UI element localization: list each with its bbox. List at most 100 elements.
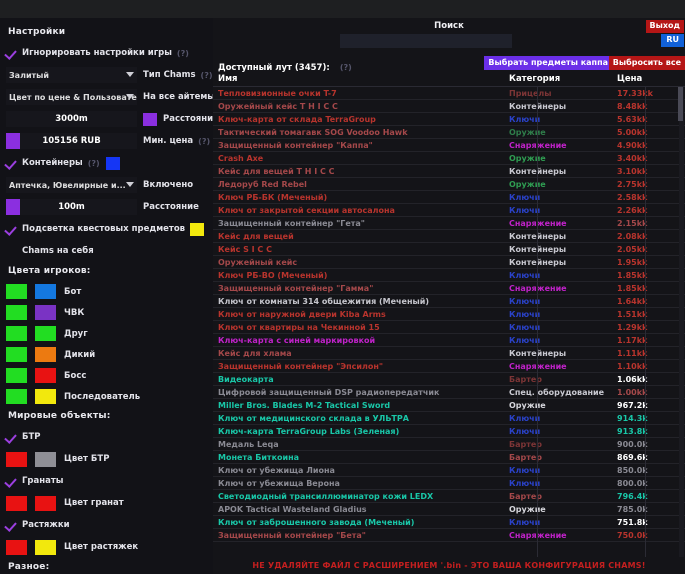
drop-all-button[interactable]: Выбросить все xyxy=(608,56,685,70)
checkbox-icon[interactable] xyxy=(6,520,17,531)
item-distance-slider[interactable]: 3000m xyxy=(6,111,137,127)
table-row[interactable]: Видеокарта Бартер 1.06kk xyxy=(213,373,685,386)
table-row[interactable]: Цифровой защищенный DSP радиопередатчик С… xyxy=(213,386,685,399)
world-object-btr-color[interactable]: Цвет БТР xyxy=(6,449,207,469)
table-row[interactable]: Ключ от комнаты 314 общежития (Меченый) К… xyxy=(213,295,685,308)
column-header-price[interactable]: Цена xyxy=(617,74,643,84)
table-row[interactable]: Защищенный контейнер "Гамма" Снаряжение1.… xyxy=(213,282,685,295)
help-icon[interactable]: (?) xyxy=(339,63,352,72)
color-swatch-secondary[interactable] xyxy=(35,368,56,383)
world-object-grenades-color[interactable]: Цвет гранат xyxy=(6,493,207,513)
player-color-row[interactable]: Друг xyxy=(6,324,207,343)
color-swatch-primary[interactable] xyxy=(6,347,27,362)
table-row[interactable]: Монета Биткоина Бартер 869.6k xyxy=(213,451,685,464)
setting-container-distance[interactable]: 100m Расстояние xyxy=(6,197,207,217)
color-swatch-secondary[interactable] xyxy=(35,495,56,511)
color-swatch[interactable] xyxy=(105,156,120,170)
select-kappa-items-button[interactable]: Выбрать предметы каппа xyxy=(484,56,612,70)
column-header-name[interactable]: Имя xyxy=(218,74,238,84)
color-mode-dropdown[interactable]: Цвет по цене & Пользователи xyxy=(6,89,137,105)
setting-ignore-game-settings[interactable]: Игнорировать настройки игры (?) xyxy=(6,43,207,63)
table-row[interactable]: Ключ РБ-ВО (Меченый) Ключи 1.85kk xyxy=(213,269,685,282)
scrollbar-thumb[interactable] xyxy=(678,87,683,121)
color-swatch-secondary[interactable] xyxy=(35,305,56,320)
table-row[interactable]: Ключ от наружной двери Kiba Arms Ключи 1.5… xyxy=(213,308,685,321)
color-swatch-primary[interactable] xyxy=(6,326,27,341)
table-row[interactable]: Ключ от квартиры на Чекинной 15 Ключи 1.29… xyxy=(213,321,685,334)
color-swatch-primary[interactable] xyxy=(6,368,27,383)
table-row[interactable]: Ключ от закрытой секции автосалона Ключи 2… xyxy=(213,204,685,217)
world-object-tripwires-color[interactable]: Цвет растяжек xyxy=(6,537,207,557)
color-swatch-secondary[interactable] xyxy=(35,284,56,299)
table-row[interactable]: Защищенный контейнер "Гета" Снаряжение2.1… xyxy=(213,217,685,230)
help-icon[interactable]: (?) xyxy=(87,158,100,168)
table-row[interactable]: Ключ от медицинского склада в УЛЬТРА Ключ… xyxy=(213,412,685,425)
checkbox-icon[interactable] xyxy=(6,224,17,235)
setting-chams-self[interactable]: Chams на себя xyxy=(6,241,207,261)
chams-type-dropdown[interactable]: Залитый xyxy=(6,67,137,83)
color-swatch-secondary[interactable] xyxy=(35,451,56,467)
color-swatch-primary[interactable] xyxy=(6,284,27,299)
loot-table-body[interactable]: Тепловизионные очки T-7 Прицелы 17.33kk Ору… xyxy=(213,87,685,557)
color-swatch-primary[interactable] xyxy=(6,389,27,404)
world-object-btr-toggle[interactable]: БТР xyxy=(6,427,207,447)
table-row[interactable]: Оружейный кейс Т Н I C C Контейнеры8.48kk xyxy=(213,100,685,113)
checkbox-icon[interactable] xyxy=(6,476,17,487)
table-row[interactable]: APOK Tactical Wasteland Gladius Оружие 785… xyxy=(213,503,685,516)
checkbox-icon[interactable] xyxy=(6,158,17,169)
color-swatch[interactable] xyxy=(190,222,205,236)
table-row[interactable]: Кейс S I C C Контейнеры2.05kk xyxy=(213,243,685,256)
table-scrollbar[interactable] xyxy=(678,87,684,557)
setting-color-mode[interactable]: Цвет по цене & Пользователи На все айтем… xyxy=(6,87,215,107)
color-swatch-secondary[interactable] xyxy=(35,389,56,404)
color-swatch-secondary[interactable] xyxy=(35,347,56,362)
table-row[interactable]: Ключ-карта от склада TerraGroup Ключи 5.63… xyxy=(213,113,685,126)
table-row[interactable]: Тактический томагавк SOG Voodoo Hawk Оруж… xyxy=(213,126,685,139)
table-row[interactable]: Ледоруб Red Rebel Оружие 2.75kk xyxy=(213,178,685,191)
setting-chams-type[interactable]: Залитый Тип Chams (?) xyxy=(6,65,212,85)
checkbox-icon[interactable] xyxy=(6,48,17,59)
color-swatch[interactable] xyxy=(143,112,157,126)
table-row[interactable]: Оружейный кейс Контейнеры1.95kk xyxy=(213,256,685,269)
color-swatch-primary[interactable] xyxy=(6,495,27,511)
player-color-row[interactable]: Бот xyxy=(6,282,207,301)
setting-item-distance[interactable]: 3000m Расстояние xyxy=(6,109,219,129)
player-color-row[interactable]: Последователь xyxy=(6,387,207,406)
table-row[interactable]: Медаль Leqa Бартер 900.0k xyxy=(213,438,685,451)
setting-container-filter[interactable]: Аптечка, Ювелирные и... Включено xyxy=(6,175,207,195)
color-swatch-secondary[interactable] xyxy=(35,539,56,555)
table-row[interactable]: Ключ от убежища Верона Ключи 800.0k xyxy=(213,477,685,490)
setting-min-price[interactable]: 105156 RUB Мин. цена (?) xyxy=(6,131,211,151)
language-button[interactable]: RU xyxy=(661,34,684,47)
player-color-row[interactable]: ЧВК xyxy=(6,303,207,322)
table-row[interactable]: Кейс для вещей T H I C C Контейнеры3.10kk xyxy=(213,165,685,178)
container-filter-dropdown[interactable]: Аптечка, Ювелирные и... xyxy=(6,177,137,193)
table-row[interactable]: Тепловизионные очки T-7 Прицелы 17.33kk xyxy=(213,87,685,100)
table-row[interactable]: Светодиодный трансиллюминатор кожи LEDX Б… xyxy=(213,490,685,503)
checkbox-icon[interactable] xyxy=(6,246,17,257)
world-object-grenades-toggle[interactable]: Гранаты xyxy=(6,471,207,491)
color-swatch-secondary[interactable] xyxy=(35,326,56,341)
table-row[interactable]: Ключ РБ-БК (Меченый) Ключи 2.58kk xyxy=(213,191,685,204)
table-row[interactable]: Ключ-карта с синей маркировкой Ключи 1.17k… xyxy=(213,334,685,347)
container-distance-slider[interactable]: 100m xyxy=(6,199,137,215)
setting-quest-highlight[interactable]: Подсветка квестовых предметов xyxy=(6,219,207,239)
help-icon[interactable]: (?) xyxy=(198,136,211,146)
table-row[interactable]: Ключ от убежища Лиона Ключи 850.0k xyxy=(213,464,685,477)
table-row[interactable]: Crash Axe Оружие 3.40kk xyxy=(213,152,685,165)
player-color-row[interactable]: Босс xyxy=(6,366,207,385)
table-row[interactable]: Ключ от заброшенного завода (Меченый) Клю… xyxy=(213,516,685,529)
color-swatch-primary[interactable] xyxy=(6,451,27,467)
color-swatch-primary[interactable] xyxy=(6,305,27,320)
table-row[interactable]: Защищенный контейнер "Бета" Снаряжение750… xyxy=(213,529,685,542)
world-object-tripwires-toggle[interactable]: Растяжки xyxy=(6,515,207,535)
color-swatch-primary[interactable] xyxy=(6,539,27,555)
table-row[interactable]: Кейс для вещей Контейнеры2.08kk xyxy=(213,230,685,243)
checkbox-icon[interactable] xyxy=(6,432,17,443)
setting-containers[interactable]: Контейнеры (?) xyxy=(6,153,207,173)
table-row[interactable]: Miller Bros. Blades M-2 Tactical Sword Ор… xyxy=(213,399,685,412)
min-price-slider[interactable]: 105156 RUB xyxy=(6,133,137,149)
table-row[interactable]: Защищенный контейнер "Эпсилон" Снаряжение… xyxy=(213,360,685,373)
table-row[interactable]: Защищенный контейнер "Каппа" Снаряжение4.… xyxy=(213,139,685,152)
exit-button[interactable]: Выход xyxy=(645,20,684,33)
